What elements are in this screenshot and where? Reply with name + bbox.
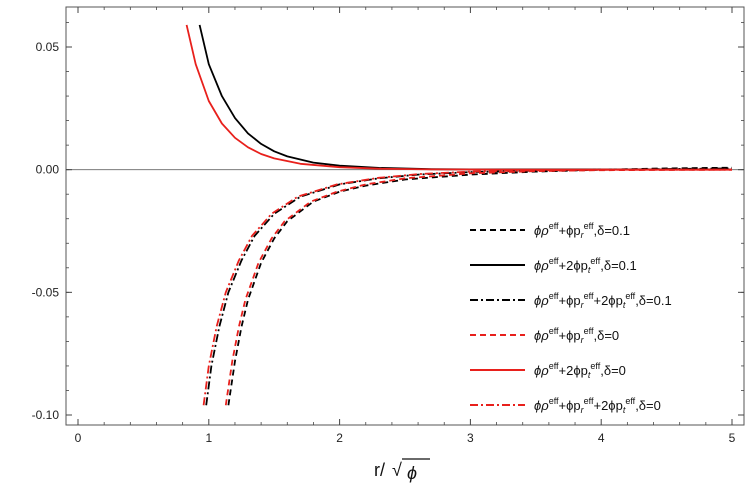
x-axis-title: r/ √ ϕ <box>374 458 430 483</box>
y-tick-label: -0.05 <box>32 285 60 299</box>
legend-part-s2: eff <box>584 291 594 301</box>
legend-part-sub1: t <box>588 265 591 275</box>
series-line-6 <box>202 168 732 406</box>
legend-part-s1: eff <box>549 291 559 301</box>
legend-label: ϕρeff+2ϕpteff,δ=0 <box>534 361 626 380</box>
legend-part-sub1: t <box>588 370 591 380</box>
legend-part-pre: ϕρ <box>534 258 549 273</box>
legend-part-s2: eff <box>590 361 600 371</box>
legend-part-pre: ϕρ <box>534 223 549 238</box>
x-axis-title-text: r/ <box>374 460 385 480</box>
legend-part-s3: eff <box>625 396 635 406</box>
legend-part-s1: eff <box>549 221 559 231</box>
legend-part-pre: ϕρ <box>534 363 549 378</box>
legend-label: ϕρeff+ϕpreff,δ=0 <box>534 326 619 345</box>
legend-part-post: ,δ=0.1 <box>593 223 630 238</box>
legend-part-mid: +ϕp <box>559 328 581 343</box>
series-line-1 <box>227 166 733 406</box>
legend-part-mid: +2ϕp <box>559 258 588 273</box>
legend-label: ϕρeff+2ϕpteff,δ=0.1 <box>534 256 637 275</box>
legend-part-s2: eff <box>584 221 594 231</box>
legend-part-sub2: t <box>623 405 626 415</box>
x-tick-label: 1 <box>205 431 212 445</box>
legend-part-post: ,δ=0 <box>593 328 619 343</box>
legend-part-mid2: +2ϕp <box>593 293 622 308</box>
legend-part-s2: eff <box>590 256 600 266</box>
axis-ticks: 0 1 2 3 4 5 0.05 0.00 -0.05 -0.10 <box>32 7 744 445</box>
legend-part-mid: +ϕp <box>559 398 581 413</box>
legend-part-post: ,δ=0 <box>600 363 626 378</box>
y-tick-label: 0.05 <box>36 40 60 54</box>
series-line-5 <box>185 24 732 171</box>
legend-part-pre: ϕρ <box>534 293 549 308</box>
x-tick-label: 5 <box>729 431 736 445</box>
legend-part-mid: +ϕp <box>559 223 581 238</box>
legend-part-sub1: r <box>581 230 585 240</box>
legend-part-s1: eff <box>549 396 559 406</box>
legend-part-mid: +ϕp <box>559 293 581 308</box>
legend-part-sub1: r <box>581 405 585 415</box>
x-tick-label: 2 <box>336 431 343 445</box>
y-tick-label: 0.00 <box>36 163 60 177</box>
x-tick-label: 3 <box>467 431 474 445</box>
x-tick-label: 0 <box>75 431 82 445</box>
legend-part-post: ,δ=0 <box>635 398 661 413</box>
legend: ϕρeff+ϕpreff,δ=0.1ϕρeff+2ϕpteff,δ=0.1ϕρe… <box>470 221 672 415</box>
legend-part-s1: eff <box>549 361 559 371</box>
legend-part-post: ,δ=0.1 <box>600 258 637 273</box>
x-axis-title-phi: ϕ <box>407 463 417 483</box>
x-tick-label: 4 <box>598 431 605 445</box>
legend-part-sub2: t <box>623 300 626 310</box>
legend-label: ϕρeff+ϕpreff,δ=0.1 <box>534 221 630 240</box>
x-axis-title-sqrt: √ <box>392 460 402 480</box>
legend-part-s3: eff <box>625 291 635 301</box>
legend-part-s2: eff <box>584 396 594 406</box>
legend-part-s1: eff <box>549 256 559 266</box>
legend-part-s2: eff <box>584 326 594 336</box>
series-line-3 <box>205 167 733 406</box>
legend-part-pre: ϕρ <box>534 328 549 343</box>
legend-label: ϕρeff+ϕpreff+2ϕpteff,δ=0.1 <box>534 291 672 310</box>
y-tick-label: -0.10 <box>32 408 60 422</box>
legend-part-sub1: r <box>581 335 585 345</box>
legend-part-s1: eff <box>549 326 559 336</box>
plot-frame <box>65 6 745 426</box>
legend-label: ϕρeff+ϕpreff+2ϕpteff,δ=0 <box>534 396 661 415</box>
legend-part-mid2: +2ϕp <box>593 398 622 413</box>
legend-part-mid: +2ϕp <box>559 363 588 378</box>
series-line-4 <box>224 168 733 406</box>
series-line-2 <box>198 24 732 171</box>
data-curves <box>185 24 733 406</box>
legend-part-sub1: r <box>581 300 585 310</box>
legend-part-post: ,δ=0.1 <box>635 293 672 308</box>
legend-part-pre: ϕρ <box>534 398 549 413</box>
